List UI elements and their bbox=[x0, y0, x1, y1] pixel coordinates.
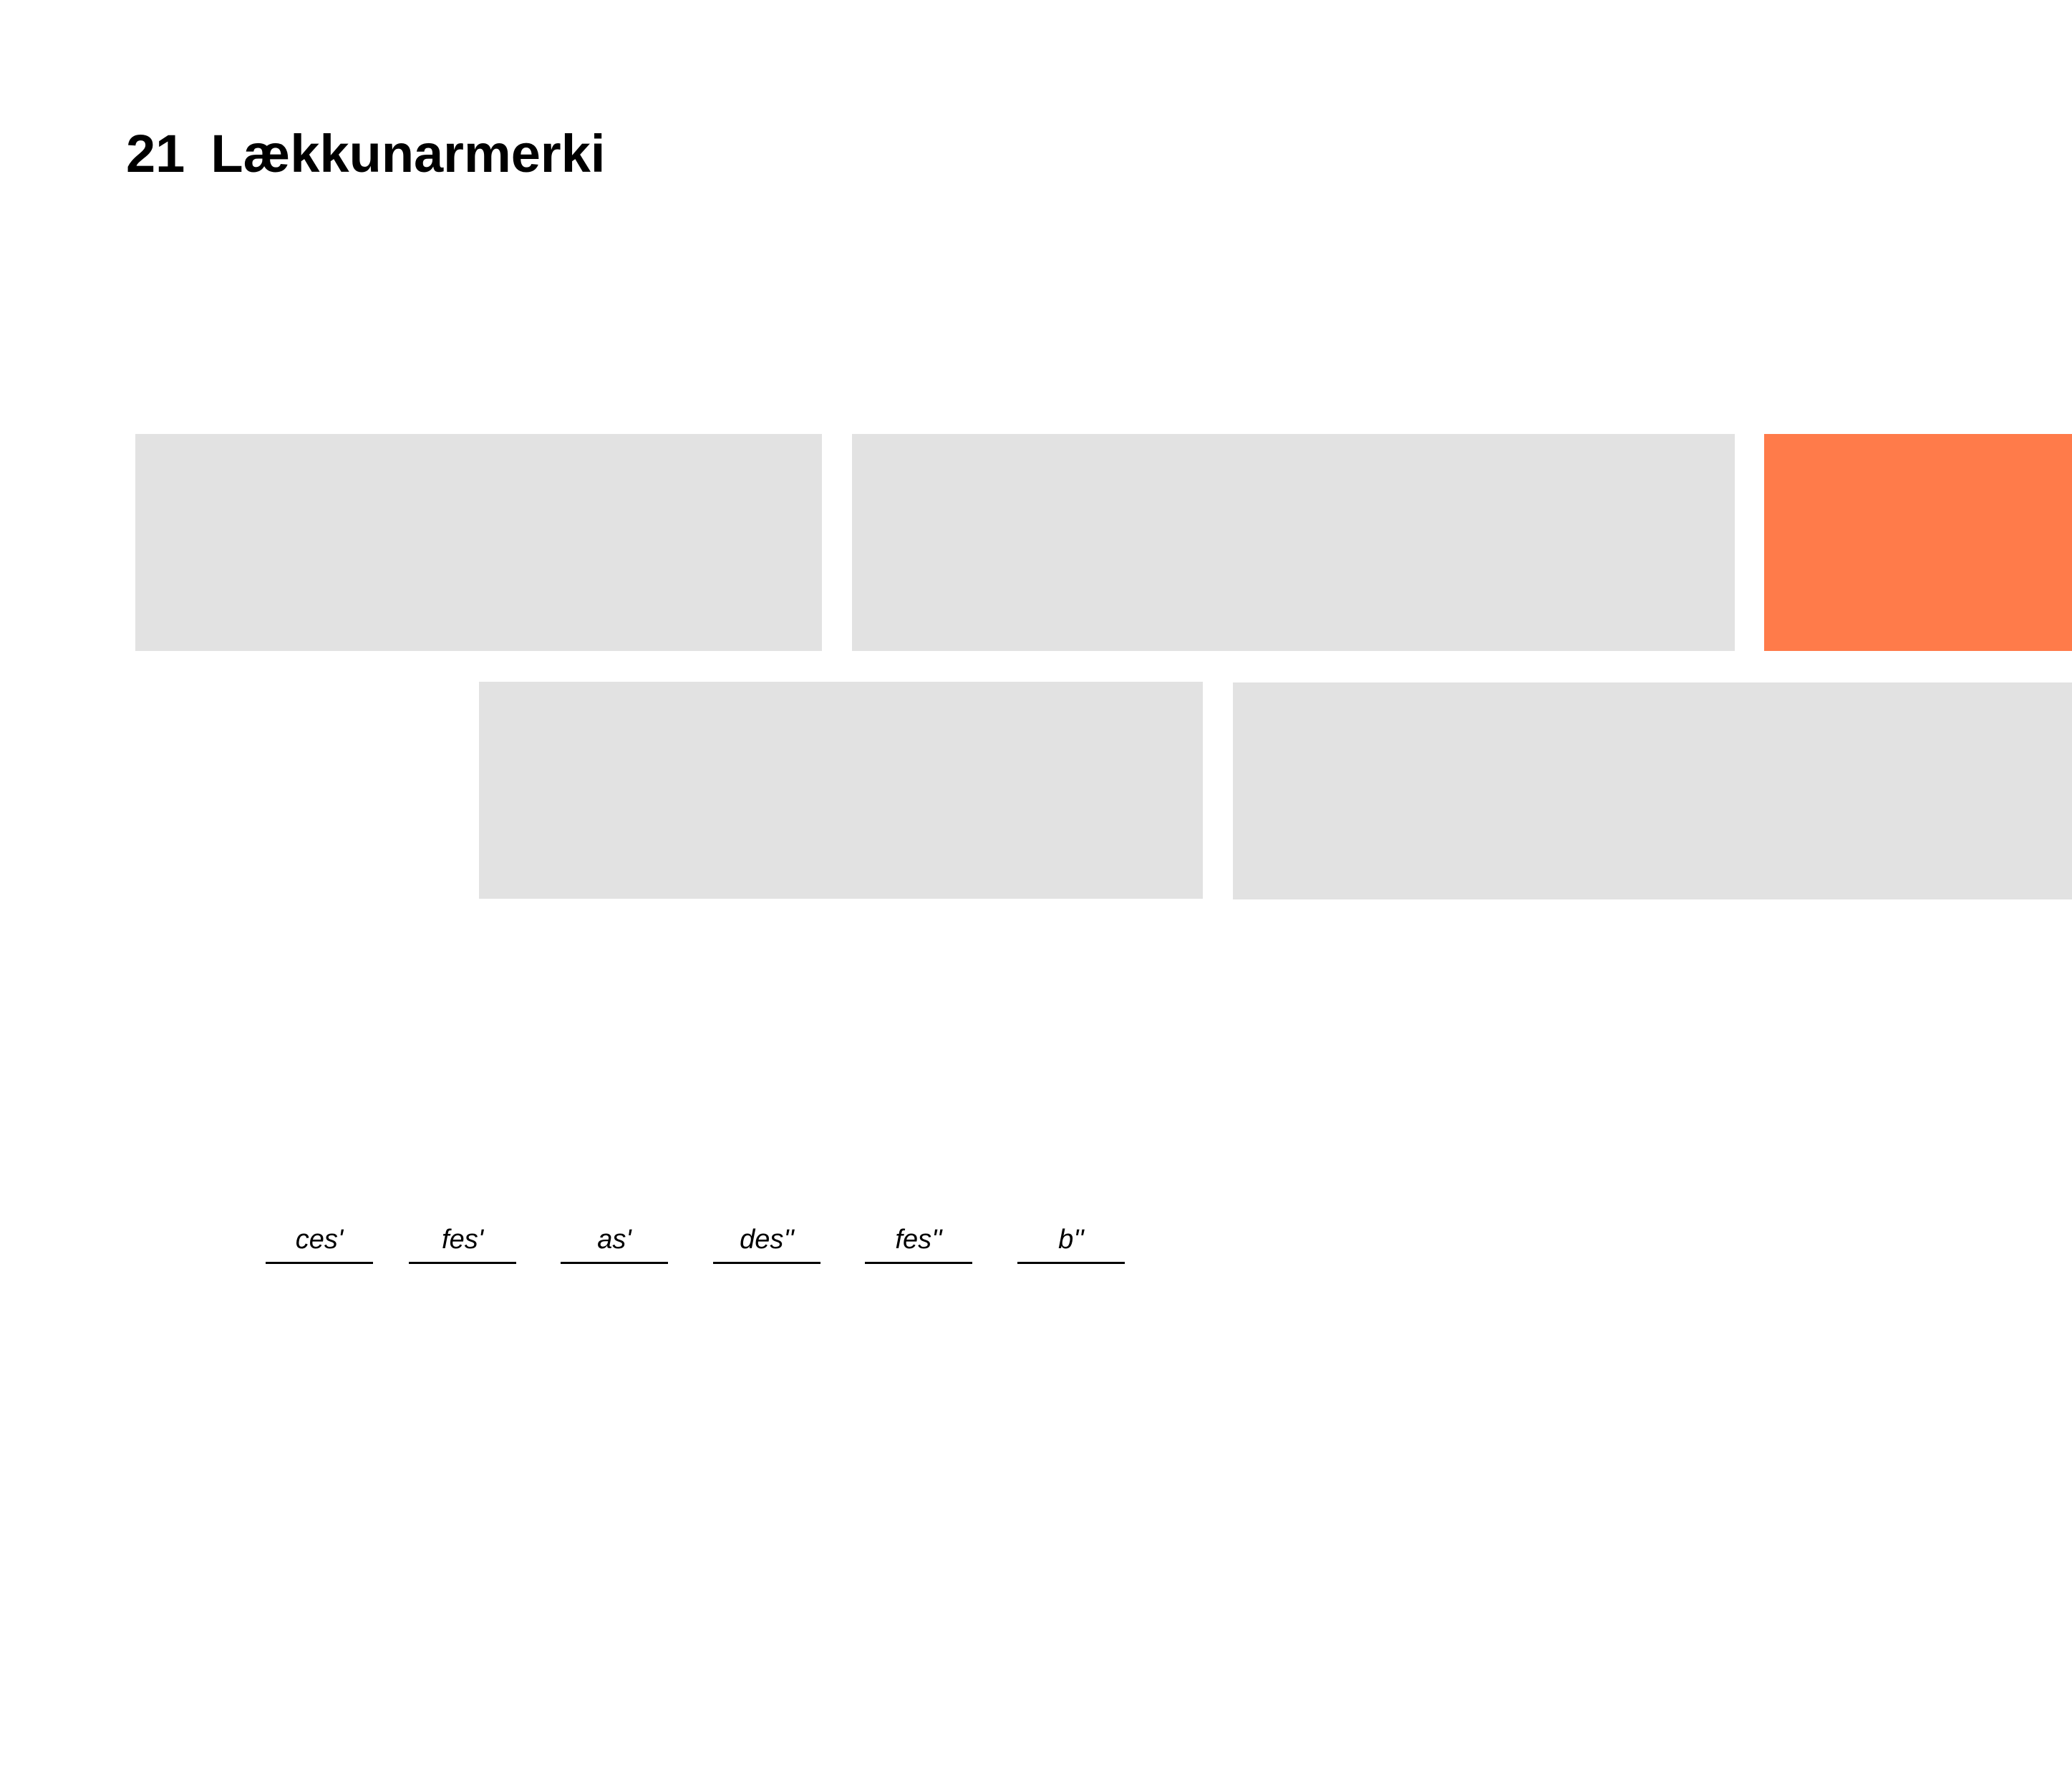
page-title: 21 Lækkunarmerki bbox=[126, 127, 605, 180]
answer-label: ces' bbox=[295, 1225, 344, 1255]
answer-blank[interactable]: des'' bbox=[713, 1217, 820, 1264]
answer-blank[interactable]: fes'' bbox=[865, 1217, 972, 1264]
answer-label: as' bbox=[597, 1225, 631, 1255]
answer-label: des'' bbox=[740, 1225, 794, 1255]
answer-label: fes' bbox=[442, 1225, 483, 1255]
staff-block-row2-1 bbox=[479, 682, 1203, 899]
answer-label: fes'' bbox=[895, 1225, 942, 1255]
answer-label: b'' bbox=[1058, 1225, 1084, 1255]
answer-blank[interactable]: as' bbox=[561, 1217, 668, 1264]
exercise-number: 21 bbox=[126, 124, 185, 183]
staff-block-row2-2 bbox=[1233, 682, 2072, 899]
answer-blank[interactable]: fes' bbox=[409, 1217, 516, 1264]
staff-block-row1-1 bbox=[135, 434, 822, 651]
staff-block-row1-2 bbox=[852, 434, 1735, 651]
exercise-title: Lækkunarmerki bbox=[210, 124, 606, 183]
answer-blank[interactable]: ces' bbox=[266, 1217, 373, 1264]
staff-block-row1-3-highlight bbox=[1764, 434, 2072, 651]
answer-blank[interactable]: b'' bbox=[1017, 1217, 1125, 1264]
